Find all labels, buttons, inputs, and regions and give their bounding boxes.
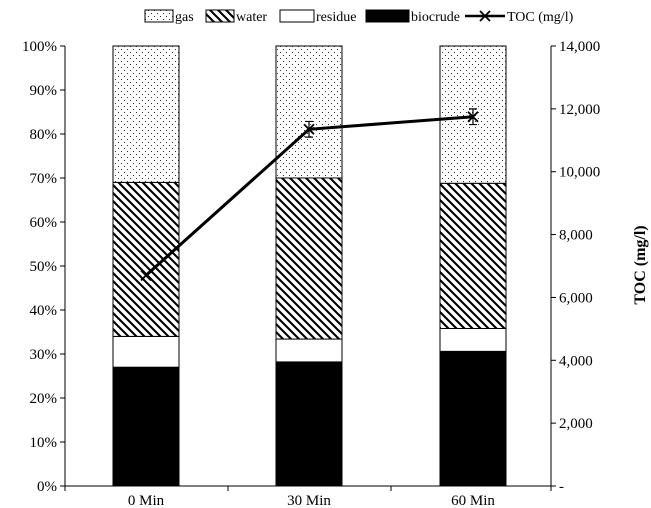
legend-label-water: water [236, 10, 267, 25]
bar-segment-residue-2 [439, 327, 507, 352]
bar-segment-residue-1 [275, 338, 343, 363]
toc-point [140, 269, 152, 282]
bar-segment-water-2 [439, 182, 507, 329]
legend-swatch-gas [144, 9, 174, 23]
right-tick-label: 12,000 [559, 102, 600, 118]
left-tick-label: 80% [30, 127, 58, 143]
toc-point [303, 123, 315, 135]
bar-segment-biocrude-0 [112, 366, 180, 487]
legend-label-biocrude: biocrude [411, 10, 460, 25]
right-tick-label: 2,000 [559, 416, 593, 432]
left-tick-label: 60% [30, 215, 58, 231]
bar-segment-residue-0 [112, 335, 180, 368]
left-tick-label: 100% [22, 39, 57, 55]
left-tick-label: 90% [30, 83, 58, 99]
right-tick-label: 14,000 [559, 39, 600, 55]
x-tick-label: 60 Min [451, 493, 495, 508]
bar-segment-gas-1 [275, 45, 343, 179]
left-tick-label: 30% [30, 347, 58, 363]
bar-segment-water-0 [112, 181, 180, 337]
toc-point [467, 111, 479, 123]
left-tick-label: 0% [37, 479, 57, 495]
left-tick-label: 10% [30, 435, 58, 451]
x-tick-label: 0 Min [128, 493, 165, 508]
legend: gas water residue biocrude TOC (mg/l) [144, 9, 574, 25]
x-tick-label: 30 Min [287, 493, 331, 508]
bar-segment-water-1 [275, 177, 343, 340]
left-tick-label: 40% [30, 303, 58, 319]
legend-label-residue: residue [316, 10, 356, 25]
right-tick-label: - [559, 479, 564, 495]
bar-segment-biocrude-2 [439, 350, 507, 487]
legend-swatch-water [205, 9, 235, 23]
plot-area: 0% 10% 20% 30% 40% 50% 60% 70% 80% 90% 100% - 2,000 4… [22, 39, 600, 508]
legend-swatch-biocrude [365, 9, 410, 23]
bar-segment-biocrude-1 [275, 361, 343, 487]
legend-label-gas: gas [175, 10, 194, 25]
left-tick-label: 70% [30, 171, 58, 187]
legend-swatch-residue [279, 9, 315, 23]
right-tick-label: 6,000 [559, 290, 593, 306]
right-tick-label: 8,000 [559, 228, 593, 244]
right-tick-label: 4,000 [559, 353, 593, 369]
legend-label-toc: TOC (mg/l) [507, 10, 574, 25]
right-tick-label: 10,000 [559, 165, 600, 181]
left-tick-label: 50% [30, 259, 58, 275]
left-tick-label: 20% [30, 391, 58, 407]
right-axis-title: TOC (mg/l) [632, 225, 649, 304]
bar-segment-gas-0 [112, 45, 180, 183]
legend-swatch-toc [465, 10, 505, 22]
